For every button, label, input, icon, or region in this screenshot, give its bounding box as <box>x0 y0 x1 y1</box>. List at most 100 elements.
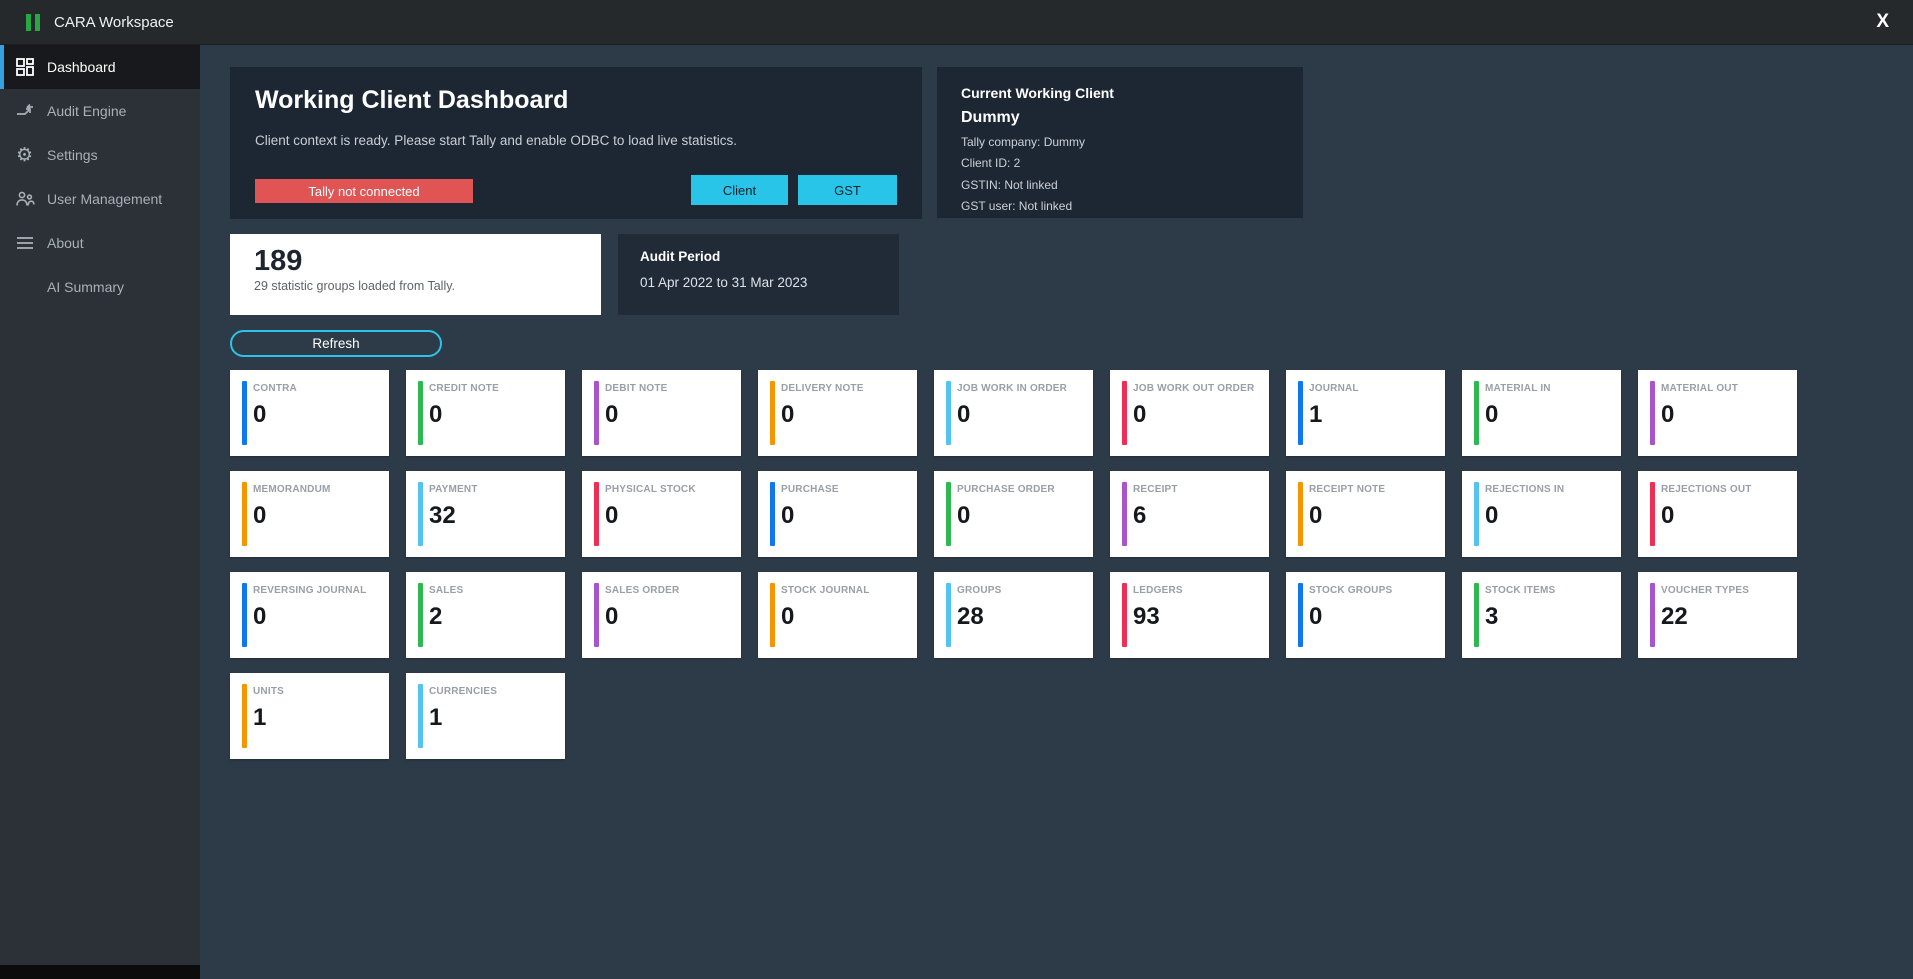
stat-value: 0 <box>1309 502 1323 529</box>
stat-value: 0 <box>957 401 971 428</box>
gst-user-line: GST user: Not linked <box>961 199 1073 213</box>
stat-accent-bar <box>242 381 247 445</box>
stat-value: 0 <box>1661 401 1675 428</box>
stat-label: REJECTIONS OUT <box>1661 484 1752 495</box>
stat-card: REVERSING JOURNAL 0 <box>230 572 389 658</box>
stat-card: STOCK ITEMS 3 <box>1462 572 1621 658</box>
sidebar-item-dashboard[interactable]: Dashboard <box>0 45 200 89</box>
statistics-grid: CONTRA 0 CREDIT NOTE 0 DEBIT NOTE 0 DELI… <box>230 370 1815 759</box>
stat-value: 0 <box>429 401 443 428</box>
stat-label: JOURNAL <box>1309 383 1359 394</box>
stat-card: SALES 2 <box>406 572 565 658</box>
stat-value: 1 <box>429 704 443 731</box>
stat-label: STOCK ITEMS <box>1485 585 1556 596</box>
stat-label: CONTRA <box>253 383 297 394</box>
stat-label: MATERIAL OUT <box>1661 383 1739 394</box>
stat-label: CREDIT NOTE <box>429 383 499 394</box>
stat-card: CREDIT NOTE 0 <box>406 370 565 456</box>
stat-label: MATERIAL IN <box>1485 383 1551 394</box>
window-edge <box>0 965 200 979</box>
tally-company-line: Tally company: Dummy <box>961 134 1086 149</box>
stat-value: 0 <box>1309 603 1323 630</box>
stat-value: 0 <box>957 502 971 529</box>
stat-label: PHYSICAL STOCK <box>605 484 696 495</box>
gstin-line: GSTIN: Not linked <box>961 177 1058 192</box>
stat-card: REJECTIONS OUT 0 <box>1638 471 1797 557</box>
sidebar-item-label: User Management <box>47 191 163 207</box>
close-window-button[interactable]: X <box>1876 11 1889 32</box>
stat-label: UNITS <box>253 686 284 697</box>
audit-period-title: Audit Period <box>640 249 721 264</box>
stat-accent-bar <box>1122 381 1127 445</box>
stat-value: 93 <box>1133 603 1160 630</box>
stat-label: VOUCHER TYPES <box>1661 585 1750 596</box>
stat-card: DEBIT NOTE 0 <box>582 370 741 456</box>
stat-card: JOB WORK OUT ORDER 0 <box>1110 370 1269 456</box>
stat-value: 0 <box>253 502 267 529</box>
stat-value: 28 <box>957 603 984 630</box>
stat-accent-bar <box>946 381 951 445</box>
client-id-line: Client ID: 2 <box>961 156 1021 170</box>
refresh-button[interactable]: Refresh <box>230 330 442 357</box>
stat-card: RECEIPT NOTE 0 <box>1286 471 1445 557</box>
stat-card: PHYSICAL STOCK 0 <box>582 471 741 557</box>
stat-value: 0 <box>1661 502 1675 529</box>
stat-card: PAYMENT 32 <box>406 471 565 557</box>
stat-card: CONTRA 0 <box>230 370 389 456</box>
page-title: Working Client Dashboard <box>255 86 569 114</box>
stat-label: PURCHASE <box>781 484 839 495</box>
stat-accent-bar <box>946 583 951 647</box>
stat-accent-bar <box>418 684 423 748</box>
client-button[interactable]: Client <box>691 175 788 205</box>
stat-label: PAYMENT <box>429 484 478 495</box>
sidebar-item-about[interactable]: About <box>0 221 200 265</box>
gst-button[interactable]: GST <box>798 175 897 205</box>
stat-value: 2 <box>429 603 443 630</box>
stat-card: SALES ORDER 0 <box>582 572 741 658</box>
stat-accent-bar <box>1474 381 1479 445</box>
stat-accent-bar <box>946 482 951 546</box>
stat-card: CURRENCIES 1 <box>406 673 565 759</box>
stat-value: 0 <box>1133 401 1147 428</box>
stat-label: DEBIT NOTE <box>605 383 668 394</box>
stat-value: 32 <box>429 502 456 529</box>
sidebar-item-user-management[interactable]: User Management <box>0 177 200 221</box>
stat-accent-bar <box>1650 381 1655 445</box>
sidebar-item-label: Audit Engine <box>47 103 127 119</box>
audit-period-range: 01 Apr 2022 to 31 Mar 2023 <box>640 275 808 290</box>
stat-value: 1 <box>1309 401 1323 428</box>
stat-card: RECEIPT 6 <box>1110 471 1269 557</box>
stat-card: LEDGERS 93 <box>1110 572 1269 658</box>
sidebar-item-audit-engine[interactable]: Audit Engine <box>0 89 200 133</box>
stat-value: 22 <box>1661 603 1688 630</box>
swap-arrows-icon <box>14 101 35 122</box>
stat-accent-bar <box>418 583 423 647</box>
stat-accent-bar <box>242 583 247 647</box>
stat-value: 0 <box>253 401 267 428</box>
stat-card: STOCK GROUPS 0 <box>1286 572 1445 658</box>
sidebar-item-ai-summary[interactable]: AI Summary <box>0 265 200 309</box>
stat-card: STOCK JOURNAL 0 <box>758 572 917 658</box>
page-subtitle: Client context is ready. Please start Ta… <box>255 133 737 148</box>
stat-value: 0 <box>1485 502 1499 529</box>
stat-card: MATERIAL OUT 0 <box>1638 370 1797 456</box>
client-name: Dummy <box>961 109 1020 126</box>
working-client-dashboard-panel: Working Client Dashboard Client context … <box>230 67 922 219</box>
stat-label: JOB WORK IN ORDER <box>957 383 1068 394</box>
stat-value: 1 <box>253 704 267 731</box>
stat-value: 0 <box>781 502 795 529</box>
stat-label: SALES <box>429 585 464 596</box>
stat-label: STOCK GROUPS <box>1309 585 1393 596</box>
stat-value: 0 <box>1485 401 1499 428</box>
statistics-summary-card: 189 29 statistic groups loaded from Tall… <box>230 234 601 315</box>
stat-accent-bar <box>1474 482 1479 546</box>
dashboard-grid-icon <box>14 57 35 78</box>
stat-accent-bar <box>242 482 247 546</box>
sidebar-item-settings[interactable]: ⚙ Settings <box>0 133 200 177</box>
stat-accent-bar <box>770 482 775 546</box>
stat-card: JOB WORK IN ORDER 0 <box>934 370 1093 456</box>
stat-value: 0 <box>605 401 619 428</box>
stat-label: RECEIPT NOTE <box>1309 484 1386 495</box>
app-title: CARA Workspace <box>54 13 174 31</box>
stat-value: 0 <box>605 502 619 529</box>
